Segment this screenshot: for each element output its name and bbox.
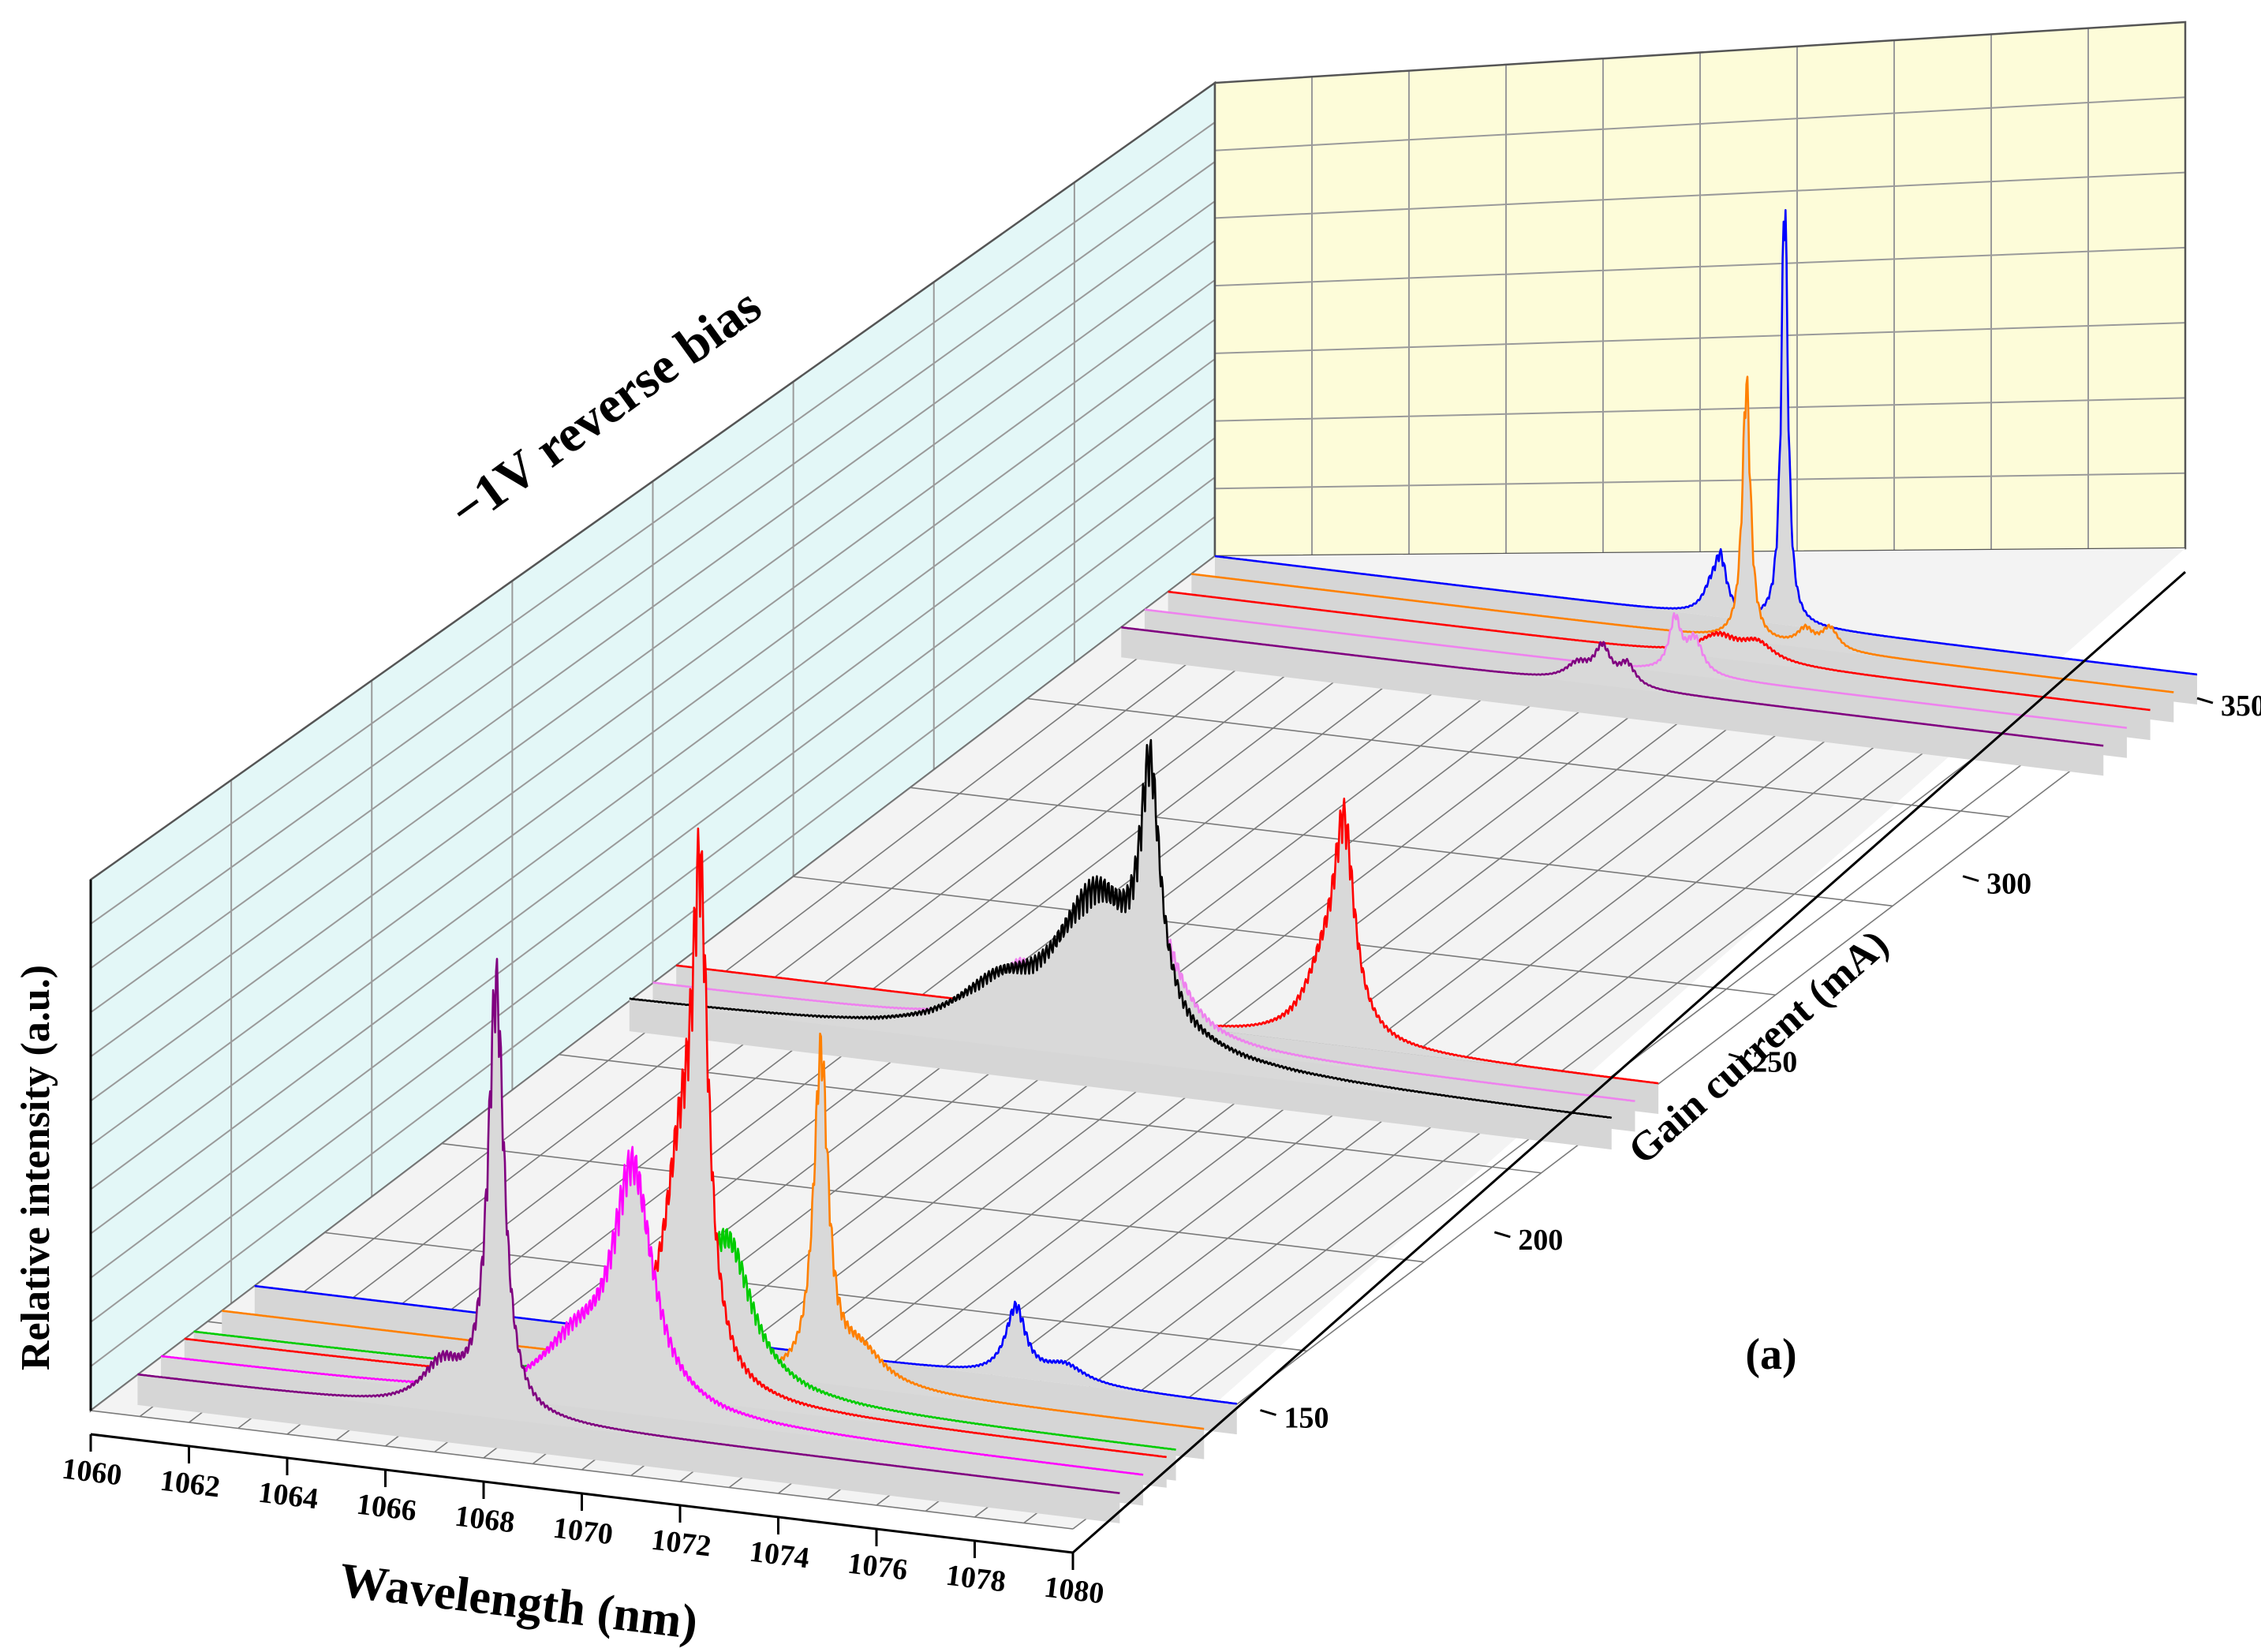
wavelength-tick-label: 1068 bbox=[453, 1500, 516, 1540]
series-line bbox=[1144, 608, 2128, 729]
back-grid-line bbox=[1214, 322, 2186, 354]
series-line bbox=[1168, 590, 2151, 712]
series-ribbon bbox=[137, 1374, 1120, 1523]
series-line bbox=[160, 1146, 1144, 1476]
left-grid-line bbox=[90, 319, 1216, 1146]
left-grid-line bbox=[90, 161, 1216, 969]
left-grid-line bbox=[90, 279, 1216, 1102]
wavelength-ticks: 1060 1062 1064 1066 1068 1070 1072 1074 1076 1078… bbox=[60, 1434, 1106, 1611]
axes: 1060 1062 1064 1066 1068 1070 1072 1074 1076 1078… bbox=[60, 570, 2261, 1611]
left-grid-line bbox=[90, 200, 1216, 1014]
left-grid-line bbox=[90, 437, 1216, 1279]
floor-grid-line bbox=[442, 1142, 1425, 1263]
left-grid-line bbox=[90, 358, 1216, 1190]
floor-grid-line bbox=[910, 787, 1893, 907]
wavelength-tick-label: 1072 bbox=[649, 1523, 712, 1564]
left-grid-line bbox=[90, 398, 1216, 1235]
left-grid-line bbox=[90, 121, 1216, 925]
back-grid-line bbox=[1214, 472, 2186, 490]
current-axis-line bbox=[1072, 570, 2186, 1554]
current-tick bbox=[1962, 875, 1979, 883]
x-axis-title: Wavelength (nm) bbox=[337, 1553, 701, 1650]
panel-label: (a) bbox=[1745, 1330, 1796, 1379]
current-tick-label: 200 bbox=[1518, 1224, 1563, 1257]
back-grid-line bbox=[1214, 397, 2186, 422]
current-tick bbox=[2196, 697, 2214, 705]
series-line bbox=[184, 827, 1168, 1459]
series-line bbox=[137, 958, 1120, 1494]
z-axis-title: Relative intensity (a.u.) bbox=[13, 965, 58, 1370]
wavelength-tick-label: 1074 bbox=[748, 1535, 811, 1575]
floor-grid-line bbox=[90, 1410, 1074, 1530]
wavelength-tick-label: 1062 bbox=[159, 1464, 222, 1504]
left-wall-grid bbox=[90, 83, 1216, 1411]
series-line bbox=[1121, 626, 2104, 747]
current-tick bbox=[1493, 1231, 1511, 1239]
back-wall-grid bbox=[1214, 28, 2186, 555]
spectrum-series bbox=[137, 958, 1120, 1523]
spectrum-series bbox=[629, 738, 1613, 1150]
current-tick bbox=[1260, 1409, 1276, 1416]
current-tick-label: 250 bbox=[1752, 1045, 1797, 1078]
left-grid-line bbox=[90, 516, 1216, 1367]
floor-grid-line bbox=[559, 1053, 1542, 1174]
current-tick-label: 350 bbox=[2221, 690, 2261, 723]
series-line bbox=[629, 738, 1613, 1119]
series-ribbon bbox=[1121, 627, 2104, 776]
current-tick-label: 300 bbox=[1986, 868, 2031, 901]
current-tick bbox=[1728, 1052, 1745, 1060]
back-grid-line bbox=[1214, 246, 2186, 287]
wavelength-tick-label: 1070 bbox=[551, 1512, 615, 1552]
wavelength-tick-label: 1076 bbox=[846, 1547, 909, 1587]
series-ribbon bbox=[629, 1001, 1612, 1150]
spectrum-series bbox=[1121, 626, 2104, 776]
wavelength-tick-label: 1060 bbox=[60, 1452, 123, 1493]
left-grid-line bbox=[90, 477, 1216, 1323]
floor-grid-line bbox=[1027, 697, 2010, 818]
current-ticks: 150 200 250 300 350 bbox=[1260, 690, 2261, 1435]
back-grid-line bbox=[1214, 171, 2186, 219]
back-wall bbox=[1213, 21, 2187, 558]
wavelength-tick-label: 1078 bbox=[944, 1559, 1007, 1599]
wavelength-tick-label: 1064 bbox=[256, 1476, 320, 1516]
floor-grid-line bbox=[793, 876, 1776, 996]
series-fill bbox=[629, 740, 1612, 1120]
spectra-traces bbox=[137, 208, 2198, 1523]
series-line bbox=[1214, 208, 2198, 676]
back-grid-line bbox=[1214, 96, 2186, 151]
wavelength-tick-label: 1080 bbox=[1042, 1571, 1105, 1611]
series-fill bbox=[161, 1146, 1144, 1476]
left-grid-line bbox=[90, 240, 1216, 1058]
current-tick-label: 150 bbox=[1284, 1402, 1329, 1435]
wavelength-tick-label: 1066 bbox=[355, 1488, 418, 1528]
